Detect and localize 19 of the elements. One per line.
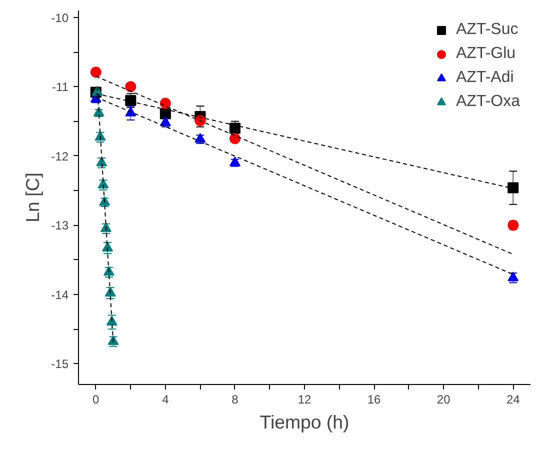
x-tick-label: 24 bbox=[506, 392, 520, 406]
x-tick-label: 20 bbox=[436, 392, 451, 406]
x-axis-title: Tiempo (h) bbox=[260, 412, 350, 432]
y-tick-label: -10 bbox=[51, 10, 69, 25]
legend-label: AZT-Adi bbox=[456, 69, 514, 87]
legend-label: AZT-Glu bbox=[456, 45, 516, 63]
y-tick-label: -11 bbox=[52, 80, 69, 94]
y-tick-label: -12 bbox=[51, 149, 69, 164]
y-tick-label: -15 bbox=[51, 357, 69, 372]
x-tick-label: 0 bbox=[92, 392, 100, 406]
x-tick-label: 12 bbox=[298, 392, 312, 406]
x-tick-label: 8 bbox=[232, 392, 239, 406]
legend-label: AZT-Suc bbox=[456, 21, 518, 39]
x-tick-label: 16 bbox=[367, 392, 382, 406]
y-tick-label: -13 bbox=[51, 218, 69, 233]
x-tick-label: 4 bbox=[162, 392, 170, 406]
y-axis-title: Ln [C] bbox=[22, 172, 44, 222]
legend-label: AZT-Oxa bbox=[456, 93, 520, 111]
y-tick-label: -14 bbox=[51, 288, 69, 302]
